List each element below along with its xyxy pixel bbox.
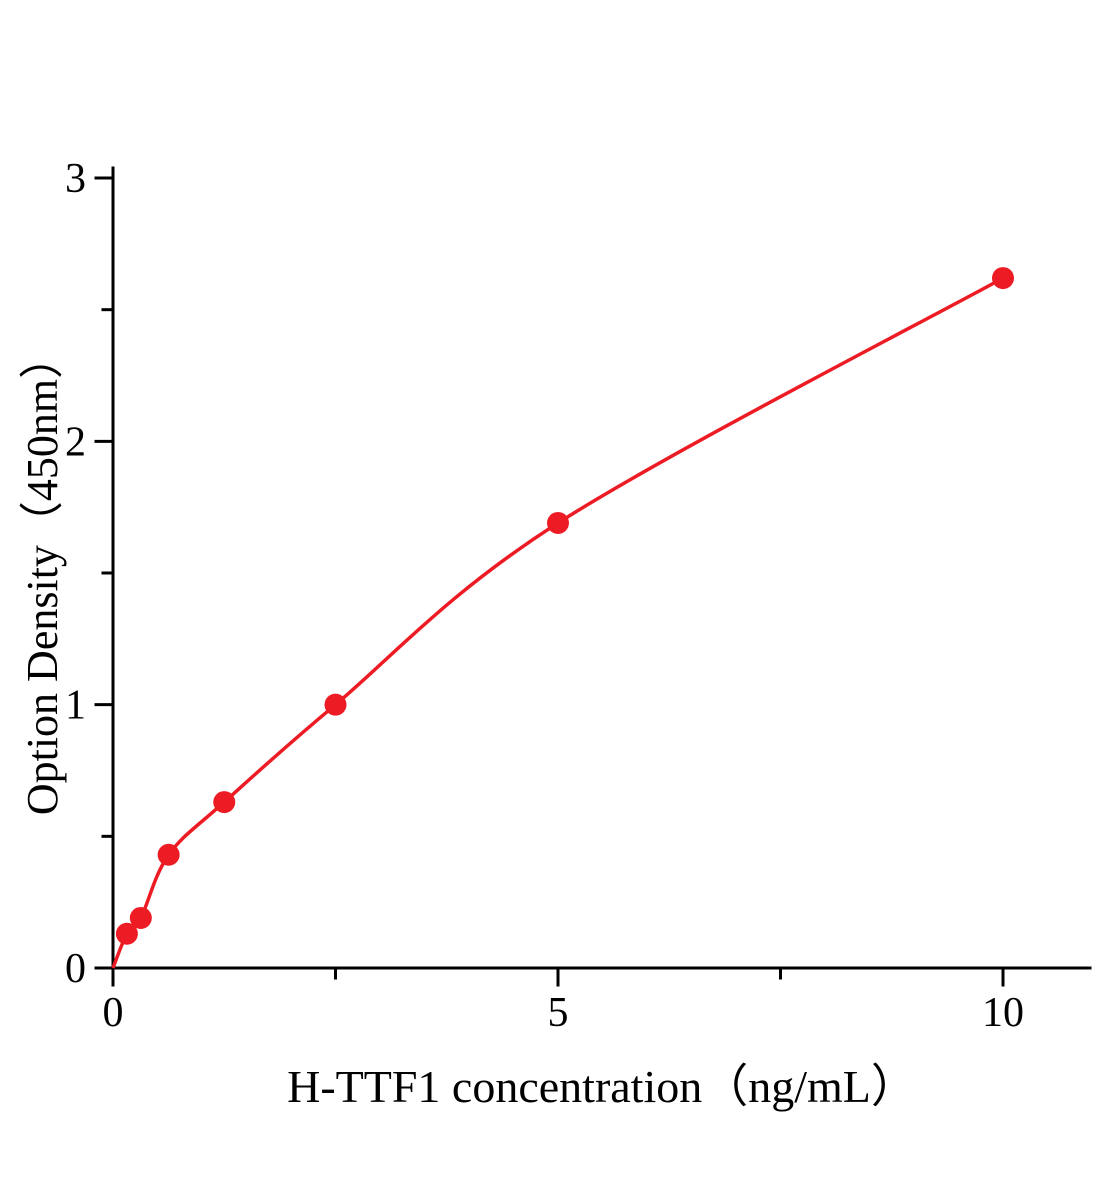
data-point — [324, 693, 347, 716]
data-point — [547, 511, 569, 534]
axes — [94, 166, 1092, 987]
x-axis-label: H-TTF1 concentration（ng/mL） — [287, 1061, 917, 1112]
x-tick-label: 0 — [103, 990, 124, 1036]
data-point — [157, 843, 180, 866]
y-tick-label: 0 — [65, 946, 86, 992]
y-tick-label: 2 — [65, 419, 86, 465]
x-tick-label: 10 — [982, 990, 1024, 1036]
y-tick-label: 1 — [65, 683, 86, 729]
y-axis-label: Option Density（450nm） — [18, 334, 67, 816]
data-point — [992, 267, 1014, 290]
data-point — [213, 791, 236, 814]
tick-labels: 0 5 10 0 1 2 3 — [65, 156, 1024, 1036]
data-point — [129, 906, 152, 929]
y-tick-label: 3 — [65, 156, 86, 202]
data-point — [115, 922, 138, 945]
data-points — [115, 267, 1014, 945]
x-tick-label: 5 — [548, 990, 569, 1036]
curve-path — [111, 276, 1004, 969]
